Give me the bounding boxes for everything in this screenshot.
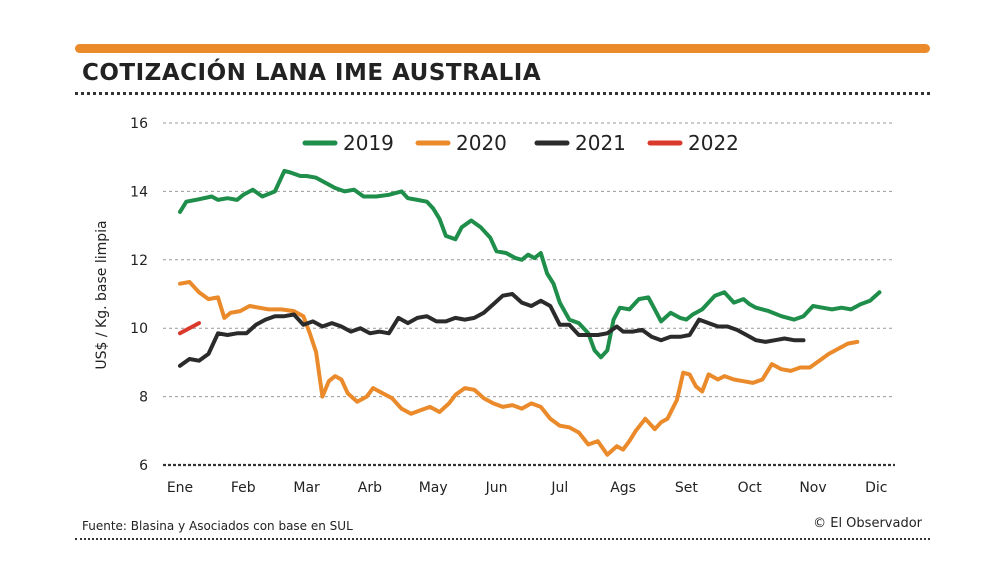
legend-label-2021[interactable]: 2021 (575, 131, 626, 155)
series-line-2021 (178, 292, 806, 368)
x-tick-label: Dic (865, 480, 887, 496)
x-tick-label: Arb (358, 480, 382, 496)
y-axis-ticks: 6 8 10 12 14 16 (130, 116, 148, 474)
series-line-2022 (178, 321, 201, 336)
y-tick-label: 16 (130, 116, 148, 132)
y-tick-label: 12 (130, 253, 148, 269)
x-tick-label: Set (675, 480, 699, 496)
series-lines (178, 168, 882, 457)
y-tick-label: 10 (130, 321, 148, 337)
y-tick-label: 14 (130, 184, 148, 200)
y-tick-label: 8 (139, 390, 148, 406)
x-tick-label: May (419, 480, 448, 496)
legend-label-2022[interactable]: 2022 (688, 131, 739, 155)
legend-label-2019[interactable]: 2019 (343, 131, 394, 155)
publisher-credit: © El Observador (813, 516, 922, 531)
x-tick-label: Oct (738, 480, 763, 496)
legend-label-2020[interactable]: 2020 (456, 131, 507, 155)
source-note: Fuente: Blasina y Asociados con base en … (82, 519, 353, 533)
top-accent-bar (75, 44, 930, 53)
x-tick-label: Ags (610, 480, 636, 496)
y-tick-label: 6 (139, 458, 148, 474)
y-axis-label: US$ / Kg. base limpia (94, 220, 110, 369)
series-line-2020 (178, 280, 860, 457)
x-tick-label: Ene (167, 480, 193, 496)
x-tick-label: Jul (550, 480, 568, 496)
footer-divider (75, 538, 930, 540)
x-tick-label: Nov (799, 480, 826, 496)
x-tick-label: Mar (293, 480, 320, 496)
x-tick-label: Feb (231, 480, 256, 496)
legend[interactable]: 2019 2020 2021 2022 (302, 131, 739, 155)
x-axis-ticks: Ene Feb Mar Arb May Jun Jul Ags Set Oct Nov Dic (167, 480, 888, 496)
grid-lines (163, 122, 895, 467)
chart-title: COTIZACIÓN LANA IME AUSTRALIA (82, 60, 542, 86)
x-tick-label: Jun (485, 480, 508, 496)
title-divider (75, 92, 930, 95)
series-line-2019 (178, 168, 882, 360)
